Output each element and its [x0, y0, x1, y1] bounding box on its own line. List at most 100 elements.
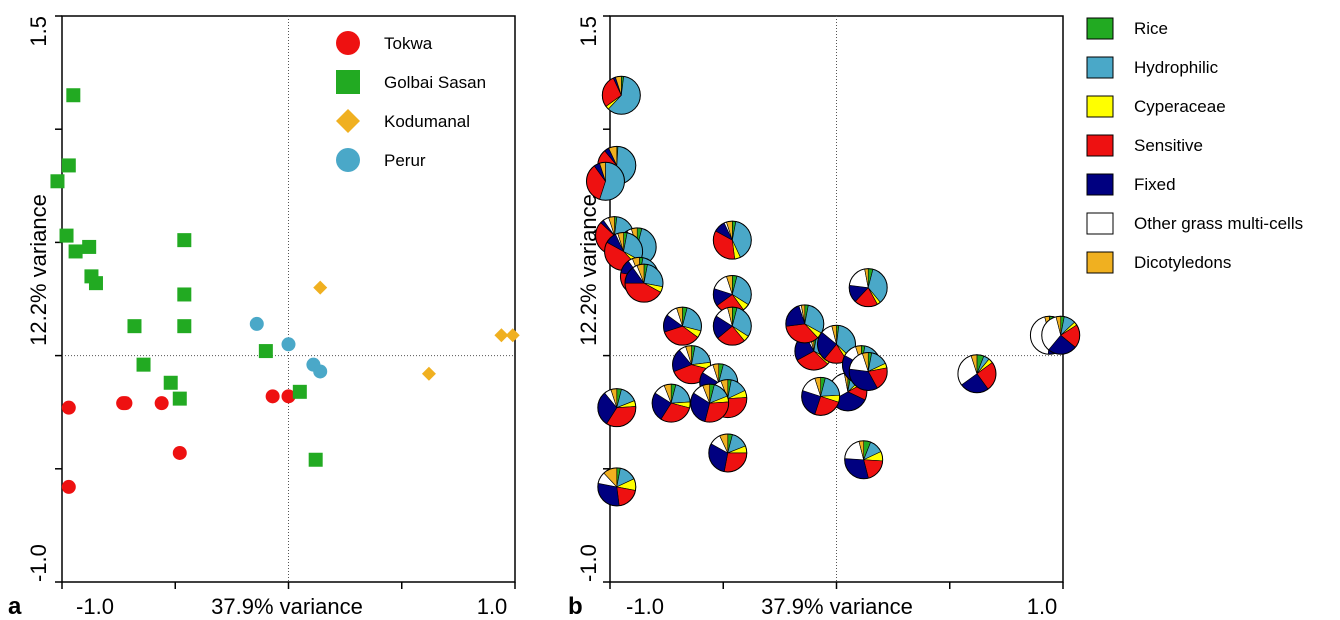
y-tick-label-top-a: 1.5	[26, 16, 51, 47]
point-golbai-sasan	[82, 239, 97, 254]
y-axis-ticks-b	[603, 15, 1064, 589]
point-golbai-sasan	[136, 357, 151, 372]
legend-b: Rice Hydrophilic Cyperaceae Sensitive Fixed O…	[1086, 17, 1303, 274]
legend-swatch-hydrophilic	[1086, 56, 1114, 79]
y-tick-label-bottom-b: -1.0	[576, 544, 601, 582]
legend-label-cyperaceae: Cyperaceae	[1134, 97, 1226, 116]
pie-chart-marker	[662, 306, 702, 346]
pie-outline	[708, 433, 748, 473]
point-tokwa	[61, 479, 76, 494]
pie-chart-marker	[1041, 315, 1081, 355]
point-kodumanal	[313, 280, 328, 295]
legend-label-hydrophilic: Hydrophilic	[1134, 58, 1219, 77]
pie-chart-marker	[712, 274, 752, 314]
x-axis-label-a: 37.9% variance	[211, 594, 363, 619]
point-tokwa	[172, 445, 187, 460]
point-golbai-sasan	[68, 244, 83, 259]
point-golbai-sasan	[258, 344, 273, 359]
pie-chart-marker	[712, 306, 752, 346]
pie-marks-b	[585, 75, 1081, 507]
pie-chart-marker	[597, 388, 637, 428]
legend-label-dicotyledons: Dicotyledons	[1134, 253, 1231, 272]
pie-outline	[801, 376, 841, 416]
pie-outline	[957, 354, 997, 394]
legend-a: Tokwa Golbai Sasan Kodumanal Perur	[336, 31, 486, 172]
legend-label-golbai-sasan: Golbai Sasan	[384, 73, 486, 92]
point-golbai-sasan	[177, 233, 192, 248]
pie-outline	[601, 75, 641, 115]
pie-chart-marker	[785, 304, 825, 344]
pie-chart-marker	[690, 383, 730, 423]
legend-marker-perur	[336, 148, 360, 172]
pie-slice-hydrophilic	[643, 264, 664, 288]
point-golbai-sasan	[163, 375, 178, 390]
legend-label-kodumanal: Kodumanal	[384, 112, 470, 131]
pie-chart-marker	[624, 263, 664, 303]
pie-outline	[817, 324, 856, 364]
point-golbai-sasan	[292, 384, 307, 399]
pie-outline	[712, 306, 752, 346]
point-golbai-sasan	[59, 228, 74, 243]
legend-swatch-fixed	[1086, 173, 1114, 196]
pie-chart-marker	[712, 220, 752, 260]
y-axis-ticks-a	[55, 15, 516, 589]
point-golbai-sasan	[177, 319, 192, 334]
legend-label-tokwa: Tokwa	[384, 34, 433, 53]
point-golbai-sasan	[50, 174, 65, 189]
pie-chart-marker	[844, 440, 884, 480]
pie-chart-marker	[957, 354, 997, 394]
legend-marker-kodumanal	[336, 109, 360, 133]
pie-chart-marker	[651, 383, 691, 423]
point-golbai-sasan	[308, 452, 323, 467]
point-perur	[249, 316, 264, 331]
pie-chart-marker	[848, 351, 888, 391]
pie-outline	[690, 383, 730, 423]
pie-outline	[662, 306, 702, 346]
legend-label-fixed: Fixed	[1134, 175, 1176, 194]
x-tick-label-right-a: 1.0	[477, 594, 508, 619]
pie-chart-marker	[601, 75, 641, 115]
pie-outline	[1041, 315, 1081, 355]
y-axis-label-a: 12.2% variance	[26, 194, 51, 346]
point-kodumanal	[421, 366, 436, 381]
pie-outline	[597, 388, 637, 428]
point-kodumanal	[494, 328, 509, 343]
pie-outline	[672, 345, 712, 385]
legend-swatch-sensitive	[1086, 134, 1114, 157]
legend-swatch-rice	[1086, 17, 1114, 40]
point-tokwa	[265, 389, 280, 404]
scatter-marks-a	[50, 88, 520, 494]
legend-swatch-cyperaceae	[1086, 95, 1114, 118]
pie-outline	[848, 351, 888, 391]
legend-marker-tokwa	[336, 31, 360, 55]
point-perur	[313, 364, 328, 379]
legend-swatch-other-grass-multi-cells	[1086, 212, 1114, 235]
point-tokwa	[118, 396, 133, 411]
pie-slice-sensitive	[723, 452, 748, 473]
panel-a: Tokwa Golbai Sasan Kodumanal Perur 1.5 -1.0…	[8, 15, 520, 620]
point-golbai-sasan	[127, 319, 142, 334]
legend-label-perur: Perur	[384, 151, 426, 170]
y-tick-label-bottom-a: -1.0	[26, 544, 51, 582]
legend-label-other-grass-multi-cells: Other grass multi-cells	[1134, 214, 1303, 233]
y-axis-label-b: 12.2% variance	[576, 194, 601, 346]
point-tokwa	[61, 400, 76, 415]
x-tick-label-right-b: 1.0	[1027, 594, 1058, 619]
panel-b: 1.5 -1.0 12.2% variance -1.0 1.0 37.9% v…	[568, 15, 1081, 620]
point-golbai-sasan	[172, 391, 187, 406]
legend-marker-golbai-sasan	[336, 70, 360, 94]
pie-chart-marker	[597, 467, 637, 507]
point-golbai-sasan	[177, 287, 192, 302]
x-tick-label-left-a: -1.0	[76, 594, 114, 619]
pie-outline	[712, 220, 752, 260]
point-perur	[281, 337, 296, 352]
panel-label-a: a	[8, 593, 22, 620]
pie-outline	[597, 467, 637, 507]
pie-chart-marker	[801, 376, 841, 416]
pie-chart-marker	[672, 345, 712, 385]
pie-chart-marker	[708, 433, 748, 473]
pie-chart-marker	[848, 268, 888, 308]
point-tokwa	[281, 389, 296, 404]
pie-outline	[844, 440, 884, 480]
